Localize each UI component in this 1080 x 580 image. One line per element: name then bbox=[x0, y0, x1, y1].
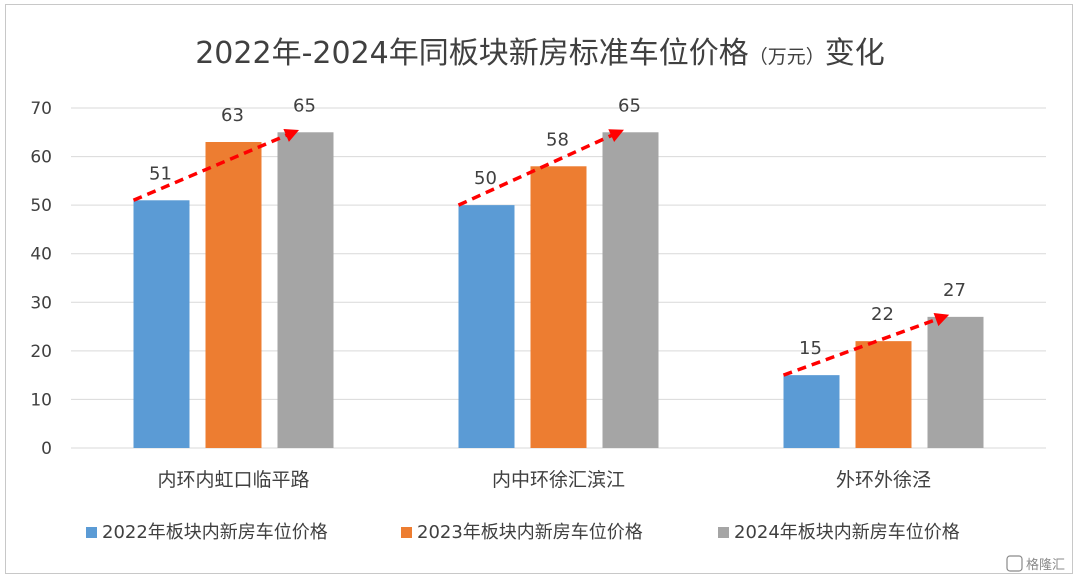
data-label: 58 bbox=[546, 129, 569, 150]
bars bbox=[133, 132, 984, 449]
legend-label: 2024年板块内新房车位价格 bbox=[734, 522, 960, 543]
data-label: 15 bbox=[799, 338, 822, 359]
y-tick-label: 20 bbox=[30, 342, 52, 362]
bar bbox=[458, 205, 515, 448]
y-tick-label: 40 bbox=[30, 245, 52, 265]
bar bbox=[530, 166, 587, 449]
chart-title: 2022年-2024年同板块新房标准车位价格（万元）变化 bbox=[195, 36, 885, 71]
data-label: 51 bbox=[149, 163, 172, 184]
bar bbox=[602, 132, 659, 448]
category-labels: 内环内虹口临平路 内中环徐汇滨江 外环外徐泾 bbox=[157, 469, 931, 491]
legend: 2022年板块内新房车位价格 2023年板块内新房车位价格 2024年板块内新房车位… bbox=[86, 522, 960, 543]
trend-arrow-line bbox=[782, 315, 945, 377]
data-label: 65 bbox=[618, 95, 641, 116]
y-tick-label: 70 bbox=[30, 99, 52, 119]
data-label: 63 bbox=[221, 105, 244, 126]
trend-arrows bbox=[132, 128, 950, 377]
bar bbox=[783, 375, 840, 448]
y-axis-ticks: 0 10 20 30 40 50 60 70 bbox=[30, 99, 52, 459]
y-tick-label: 10 bbox=[30, 390, 52, 410]
data-labels: 51 63 65 50 58 65 15 22 27 bbox=[149, 95, 966, 359]
bar bbox=[927, 316, 984, 448]
data-label: 50 bbox=[474, 168, 497, 189]
bar bbox=[133, 200, 190, 448]
bar bbox=[855, 341, 912, 448]
legend-swatch bbox=[401, 527, 412, 538]
y-tick-label: 0 bbox=[41, 439, 52, 459]
chart-title-unit: （万元） bbox=[749, 46, 825, 68]
watermark: 格隆汇 bbox=[1006, 555, 1065, 573]
chart-title-tail: 变化 bbox=[825, 36, 885, 71]
legend-label: 2023年板块内新房车位价格 bbox=[417, 522, 643, 543]
watermark-logo-icon bbox=[1006, 555, 1023, 572]
chart-frame: 0 10 20 30 40 50 60 70 51 63 65 50 58 65 15 22 27 内环内虹口… bbox=[5, 4, 1073, 574]
legend-swatch bbox=[718, 527, 729, 538]
y-tick-label: 60 bbox=[30, 148, 52, 168]
bar bbox=[205, 142, 262, 448]
data-label: 22 bbox=[871, 304, 894, 325]
bar bbox=[277, 132, 334, 448]
legend-label: 2022年板块内新房车位价格 bbox=[102, 522, 328, 543]
y-tick-label: 50 bbox=[30, 196, 52, 216]
y-tick-label: 30 bbox=[30, 293, 52, 313]
trend-arrow-head bbox=[283, 128, 300, 142]
watermark-text: 格隆汇 bbox=[1026, 557, 1065, 573]
data-label: 65 bbox=[293, 95, 316, 116]
category-label: 外环外徐泾 bbox=[836, 469, 931, 491]
category-label: 内中环徐汇滨江 bbox=[492, 469, 625, 491]
category-label: 内环内虹口临平路 bbox=[157, 469, 309, 491]
chart-title-main: 2022年-2024年同板块新房标准车位价格 bbox=[195, 36, 749, 71]
trend-arrow-head bbox=[933, 313, 950, 327]
legend-swatch bbox=[86, 527, 97, 538]
trend-arrow-head bbox=[608, 129, 624, 142]
data-label: 27 bbox=[943, 280, 966, 301]
bar-chart: 0 10 20 30 40 50 60 70 51 63 65 50 58 65 15 22 27 内环内虹口… bbox=[30, 36, 1065, 573]
